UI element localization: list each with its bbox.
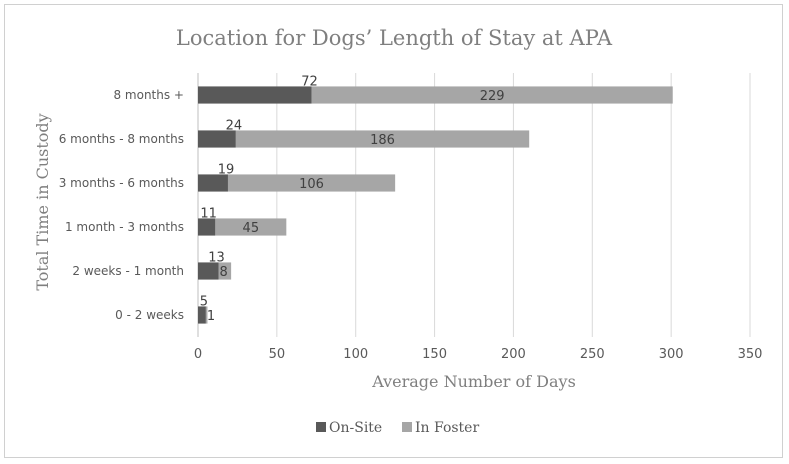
gridlines bbox=[197, 73, 751, 337]
bar-on-site bbox=[198, 262, 219, 280]
data-label-in-foster: 106 bbox=[299, 177, 324, 192]
data-label-in-foster: 1 bbox=[207, 309, 215, 324]
x-tick-label: 300 bbox=[659, 347, 684, 362]
chart-title: Location for Dogs’ Length of Stay at APA bbox=[176, 26, 613, 50]
category-label: 1 month - 3 months bbox=[65, 220, 184, 234]
x-axis-ticks: 0 50 100 150 200 250 300 350 bbox=[194, 347, 763, 362]
data-label-on-site: 13 bbox=[208, 250, 225, 265]
bar-in-foster bbox=[215, 218, 287, 236]
category-label: 2 weeks - 1 month bbox=[72, 264, 184, 278]
chart-frame bbox=[4, 4, 783, 458]
data-label-in-foster: 45 bbox=[243, 221, 260, 236]
bar-on-site bbox=[198, 218, 216, 236]
data-label-on-site: 5 bbox=[200, 294, 208, 309]
data-label-on-site: 11 bbox=[200, 206, 217, 221]
legend-label: In Foster bbox=[415, 420, 479, 436]
data-label-on-site: 19 bbox=[218, 162, 235, 177]
bar-on-site bbox=[198, 130, 236, 148]
bar-in-foster bbox=[311, 86, 673, 104]
x-tick-label: 150 bbox=[422, 347, 447, 362]
bar-on-site bbox=[198, 306, 206, 324]
bar-on-site bbox=[198, 174, 228, 192]
category-label: 3 months - 6 months bbox=[59, 176, 184, 190]
x-tick-label: 0 bbox=[194, 347, 202, 362]
data-label-in-foster: 8 bbox=[220, 265, 228, 280]
bar-on-site bbox=[198, 86, 312, 104]
y-axis-categories: 8 months + 6 months - 8 months 3 months - … bbox=[59, 88, 184, 322]
category-label: 8 months + bbox=[113, 88, 184, 102]
bar-in-foster bbox=[235, 130, 530, 148]
legend-swatch bbox=[402, 422, 412, 432]
data-label-in-foster: 186 bbox=[370, 133, 395, 148]
data-label-in-foster: 229 bbox=[480, 89, 505, 104]
category-label: 0 - 2 weeks bbox=[115, 308, 184, 322]
x-tick-label: 100 bbox=[343, 347, 368, 362]
x-tick-label: 50 bbox=[269, 347, 286, 362]
bar-in-foster bbox=[205, 306, 208, 324]
bar-in-foster bbox=[227, 174, 396, 192]
category-label: 6 months - 8 months bbox=[59, 132, 184, 146]
data-label-on-site: 24 bbox=[226, 118, 243, 133]
legend: On-Site In Foster bbox=[316, 420, 479, 436]
x-tick-label: 200 bbox=[501, 347, 526, 362]
y-axis-title: Total Time in Custody bbox=[33, 113, 52, 290]
legend-label: On-Site bbox=[329, 420, 382, 436]
legend-swatch bbox=[316, 422, 326, 432]
data-label-on-site: 72 bbox=[301, 74, 318, 89]
bar-in-foster bbox=[218, 262, 232, 280]
x-tick-label: 250 bbox=[580, 347, 605, 362]
bars bbox=[198, 86, 673, 324]
x-axis-title: Average Number of Days bbox=[371, 372, 576, 391]
x-tick-label: 350 bbox=[738, 347, 763, 362]
